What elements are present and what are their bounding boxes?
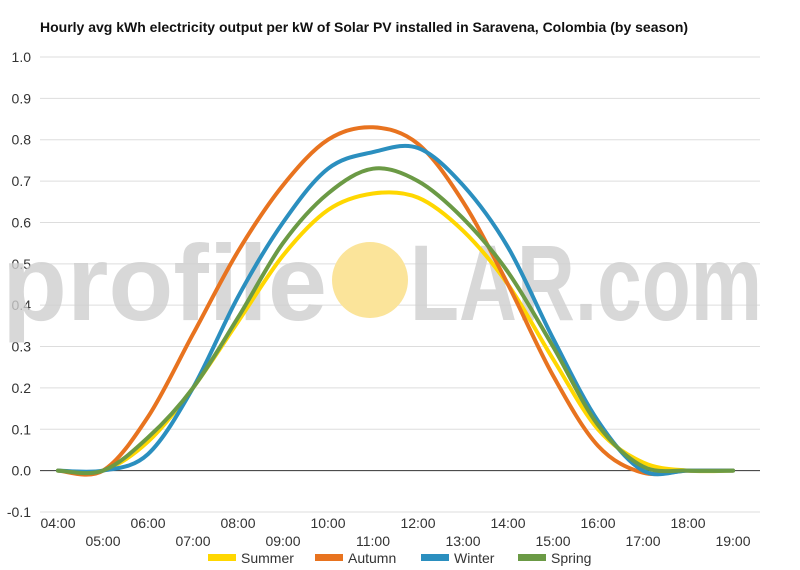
x-tick-label: 11:00 — [356, 533, 390, 549]
x-tick-label: 04:00 — [40, 515, 75, 531]
x-tick-label: 09:00 — [265, 533, 300, 549]
legend-swatch-winter — [421, 554, 449, 561]
y-axis-ticks: -0.1 0.0 0.1 0.2 0.3 0.4 0.5 0.6 0.7 0.8 0.9 1.0 — [7, 49, 31, 520]
x-tick-label: 13:00 — [445, 533, 480, 549]
watermark-text-right: LAR.com — [410, 222, 762, 343]
series-line-spring — [56, 166, 735, 476]
y-tick-label: 0.4 — [12, 297, 32, 313]
y-tick-label: 0.7 — [12, 173, 32, 189]
legend: Summer Autumn Winter Spring — [208, 550, 591, 566]
y-tick-label: -0.1 — [7, 504, 31, 520]
x-tick-label: 07:00 — [175, 533, 210, 549]
chart-title: Hourly avg kWh electricity output per kW… — [40, 19, 689, 35]
y-tick-label: 0.5 — [12, 256, 32, 272]
legend-swatch-spring — [518, 554, 546, 561]
x-tick-label: 16:00 — [580, 515, 615, 531]
y-tick-label: 0.9 — [12, 90, 32, 106]
x-axis-ticks: 04:00 05:00 06:00 07:00 08:00 09:00 10:00 11:00… — [40, 515, 750, 549]
x-tick-label: 15:00 — [535, 533, 570, 549]
series-line-autumn — [56, 125, 735, 477]
series-lines — [56, 125, 735, 477]
x-tick-label: 08:00 — [220, 515, 255, 531]
legend-swatch-summer — [208, 554, 236, 561]
y-tick-label: 0.0 — [12, 463, 32, 479]
x-tick-label: 17:00 — [625, 533, 660, 549]
watermark-logo: profile LAR.com — [2, 222, 762, 343]
watermark-sun-icon — [332, 242, 408, 318]
x-tick-label: 10:00 — [310, 515, 345, 531]
x-tick-label: 18:00 — [670, 515, 705, 531]
watermark-text-left: profile — [2, 222, 327, 343]
x-tick-label: 06:00 — [130, 515, 165, 531]
y-tick-label: 1.0 — [12, 49, 32, 65]
gridlines — [40, 56, 760, 513]
x-tick-label: 05:00 — [85, 533, 120, 549]
x-tick-label: 12:00 — [400, 515, 435, 531]
y-tick-label: 0.3 — [12, 339, 32, 355]
y-tick-label: 0.2 — [12, 380, 32, 396]
y-tick-label: 0.1 — [12, 421, 32, 437]
legend-label-summer: Summer — [241, 550, 294, 566]
legend-swatch-autumn — [315, 554, 343, 561]
legend-label-autumn: Autumn — [348, 550, 396, 566]
x-tick-label: 14:00 — [490, 515, 525, 531]
y-tick-label: 0.6 — [12, 214, 32, 230]
x-tick-label: 19:00 — [715, 533, 750, 549]
legend-label-winter: Winter — [454, 550, 495, 566]
y-tick-label: 0.8 — [12, 132, 32, 148]
legend-label-spring: Spring — [551, 550, 591, 566]
